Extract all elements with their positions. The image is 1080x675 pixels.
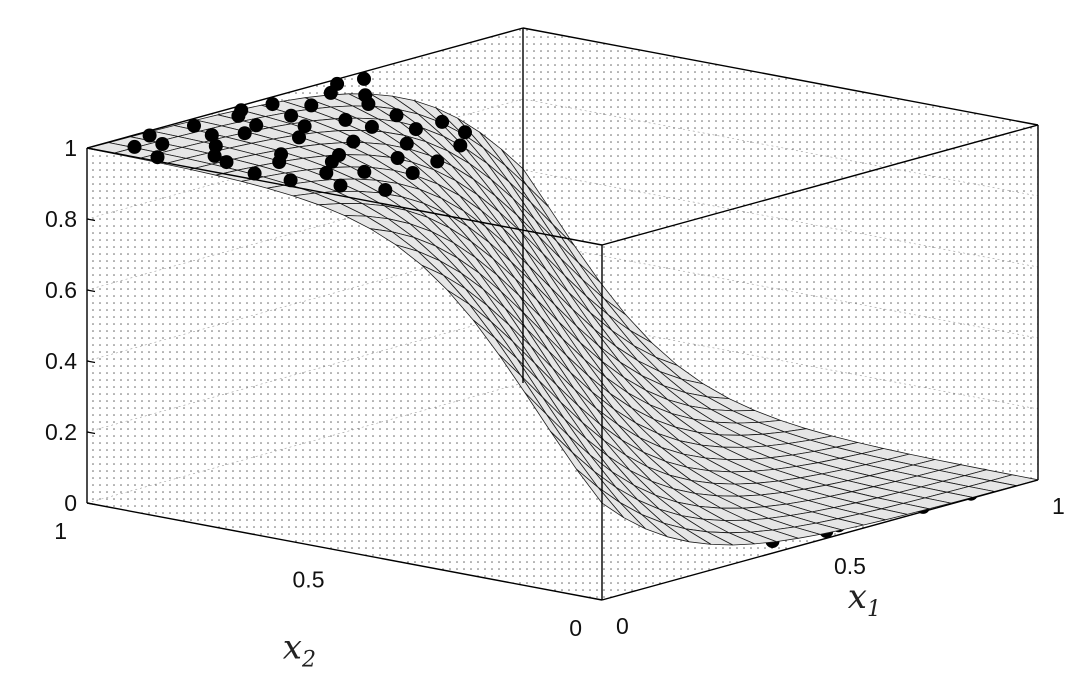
scatter-point-class1 [364, 119, 379, 134]
scatter-point-class1 [319, 165, 334, 180]
scatter-point-class1 [272, 155, 287, 169]
z-tick-mark [86, 147, 96, 151]
scatter-point-class1 [357, 164, 372, 179]
z-tick-mark [86, 502, 96, 506]
x1-axis-line [601, 479, 1039, 601]
scatter-point-class1 [333, 178, 348, 193]
z-tick-label: 0.6 [45, 277, 77, 303]
top-edge-left [86, 147, 603, 246]
scatter-point-class1 [346, 134, 361, 149]
scatter-point-class1 [430, 154, 445, 169]
scatter-point-class1 [304, 98, 319, 113]
scatter-point-class1 [283, 173, 298, 188]
scatter-point-class1 [435, 114, 450, 129]
scatter-point-class1 [249, 118, 264, 133]
scatter-point-class1 [389, 108, 404, 123]
x1-tick-label: 0.5 [834, 553, 866, 579]
scatter-point-class1 [204, 128, 219, 143]
z-tick-label: 0 [64, 490, 77, 516]
box-edges [86, 27, 1039, 601]
z-tick-mark [86, 431, 96, 435]
axis-labels: x1 x2 [283, 577, 881, 673]
scatter-point-class1 [357, 71, 371, 86]
scatter-point-class1 [390, 151, 405, 165]
x2-tick-label: 1 [54, 518, 67, 544]
scatter-point-class1 [297, 119, 312, 134]
scatter-point-class1 [208, 139, 223, 153]
scatter-point-class1 [358, 88, 373, 103]
scatter-point-class1 [237, 126, 252, 141]
scatter-point-class1 [324, 154, 339, 169]
scatter-point-class1 [155, 137, 170, 151]
z-tick-label: 0.2 [45, 419, 77, 445]
scatter-point-class1 [187, 118, 201, 133]
x1-axis-label: x1 [848, 577, 881, 622]
x1-tick-label: 0 [616, 613, 629, 639]
scatter-point-class1 [127, 139, 142, 154]
scatter-point-class1 [338, 112, 353, 127]
z-grid-line [86, 169, 1039, 291]
z-tick-mark [86, 289, 96, 293]
z-tick-label: 0.4 [45, 348, 77, 374]
scatter-point-class1 [292, 130, 306, 145]
x2-axis-line [86, 502, 603, 601]
x2-tick-label: 0.5 [293, 567, 325, 593]
scatter-point-class1 [405, 166, 420, 180]
scatter-point-class1 [284, 108, 299, 123]
scatter-point-class1 [458, 125, 472, 140]
scatter-point-class1 [265, 97, 280, 112]
z-tick-mark [86, 360, 96, 364]
scatter-point-class1 [408, 122, 423, 137]
scatter-point-class1 [247, 166, 262, 181]
surface-cell [575, 468, 625, 519]
z-tick-mark [86, 218, 96, 222]
z-tick-label: 0.8 [45, 206, 77, 232]
scatter-point-class1 [378, 183, 393, 197]
z-grid-line [86, 240, 1039, 362]
scatter-point-class1 [219, 155, 234, 170]
z-tick-label: 1 [64, 135, 77, 161]
scatter-point-class1 [399, 136, 414, 151]
top-edge-front [601, 124, 1039, 246]
top-edge-right [522, 27, 1039, 126]
x1-tick-label: 1 [1052, 493, 1065, 519]
x2-tick-label: 0 [569, 615, 582, 641]
top-edge-back [86, 27, 524, 149]
scatter-point-class1 [453, 138, 468, 153]
x2-axis-label: x2 [283, 628, 316, 673]
z-grid-line [86, 311, 1039, 433]
